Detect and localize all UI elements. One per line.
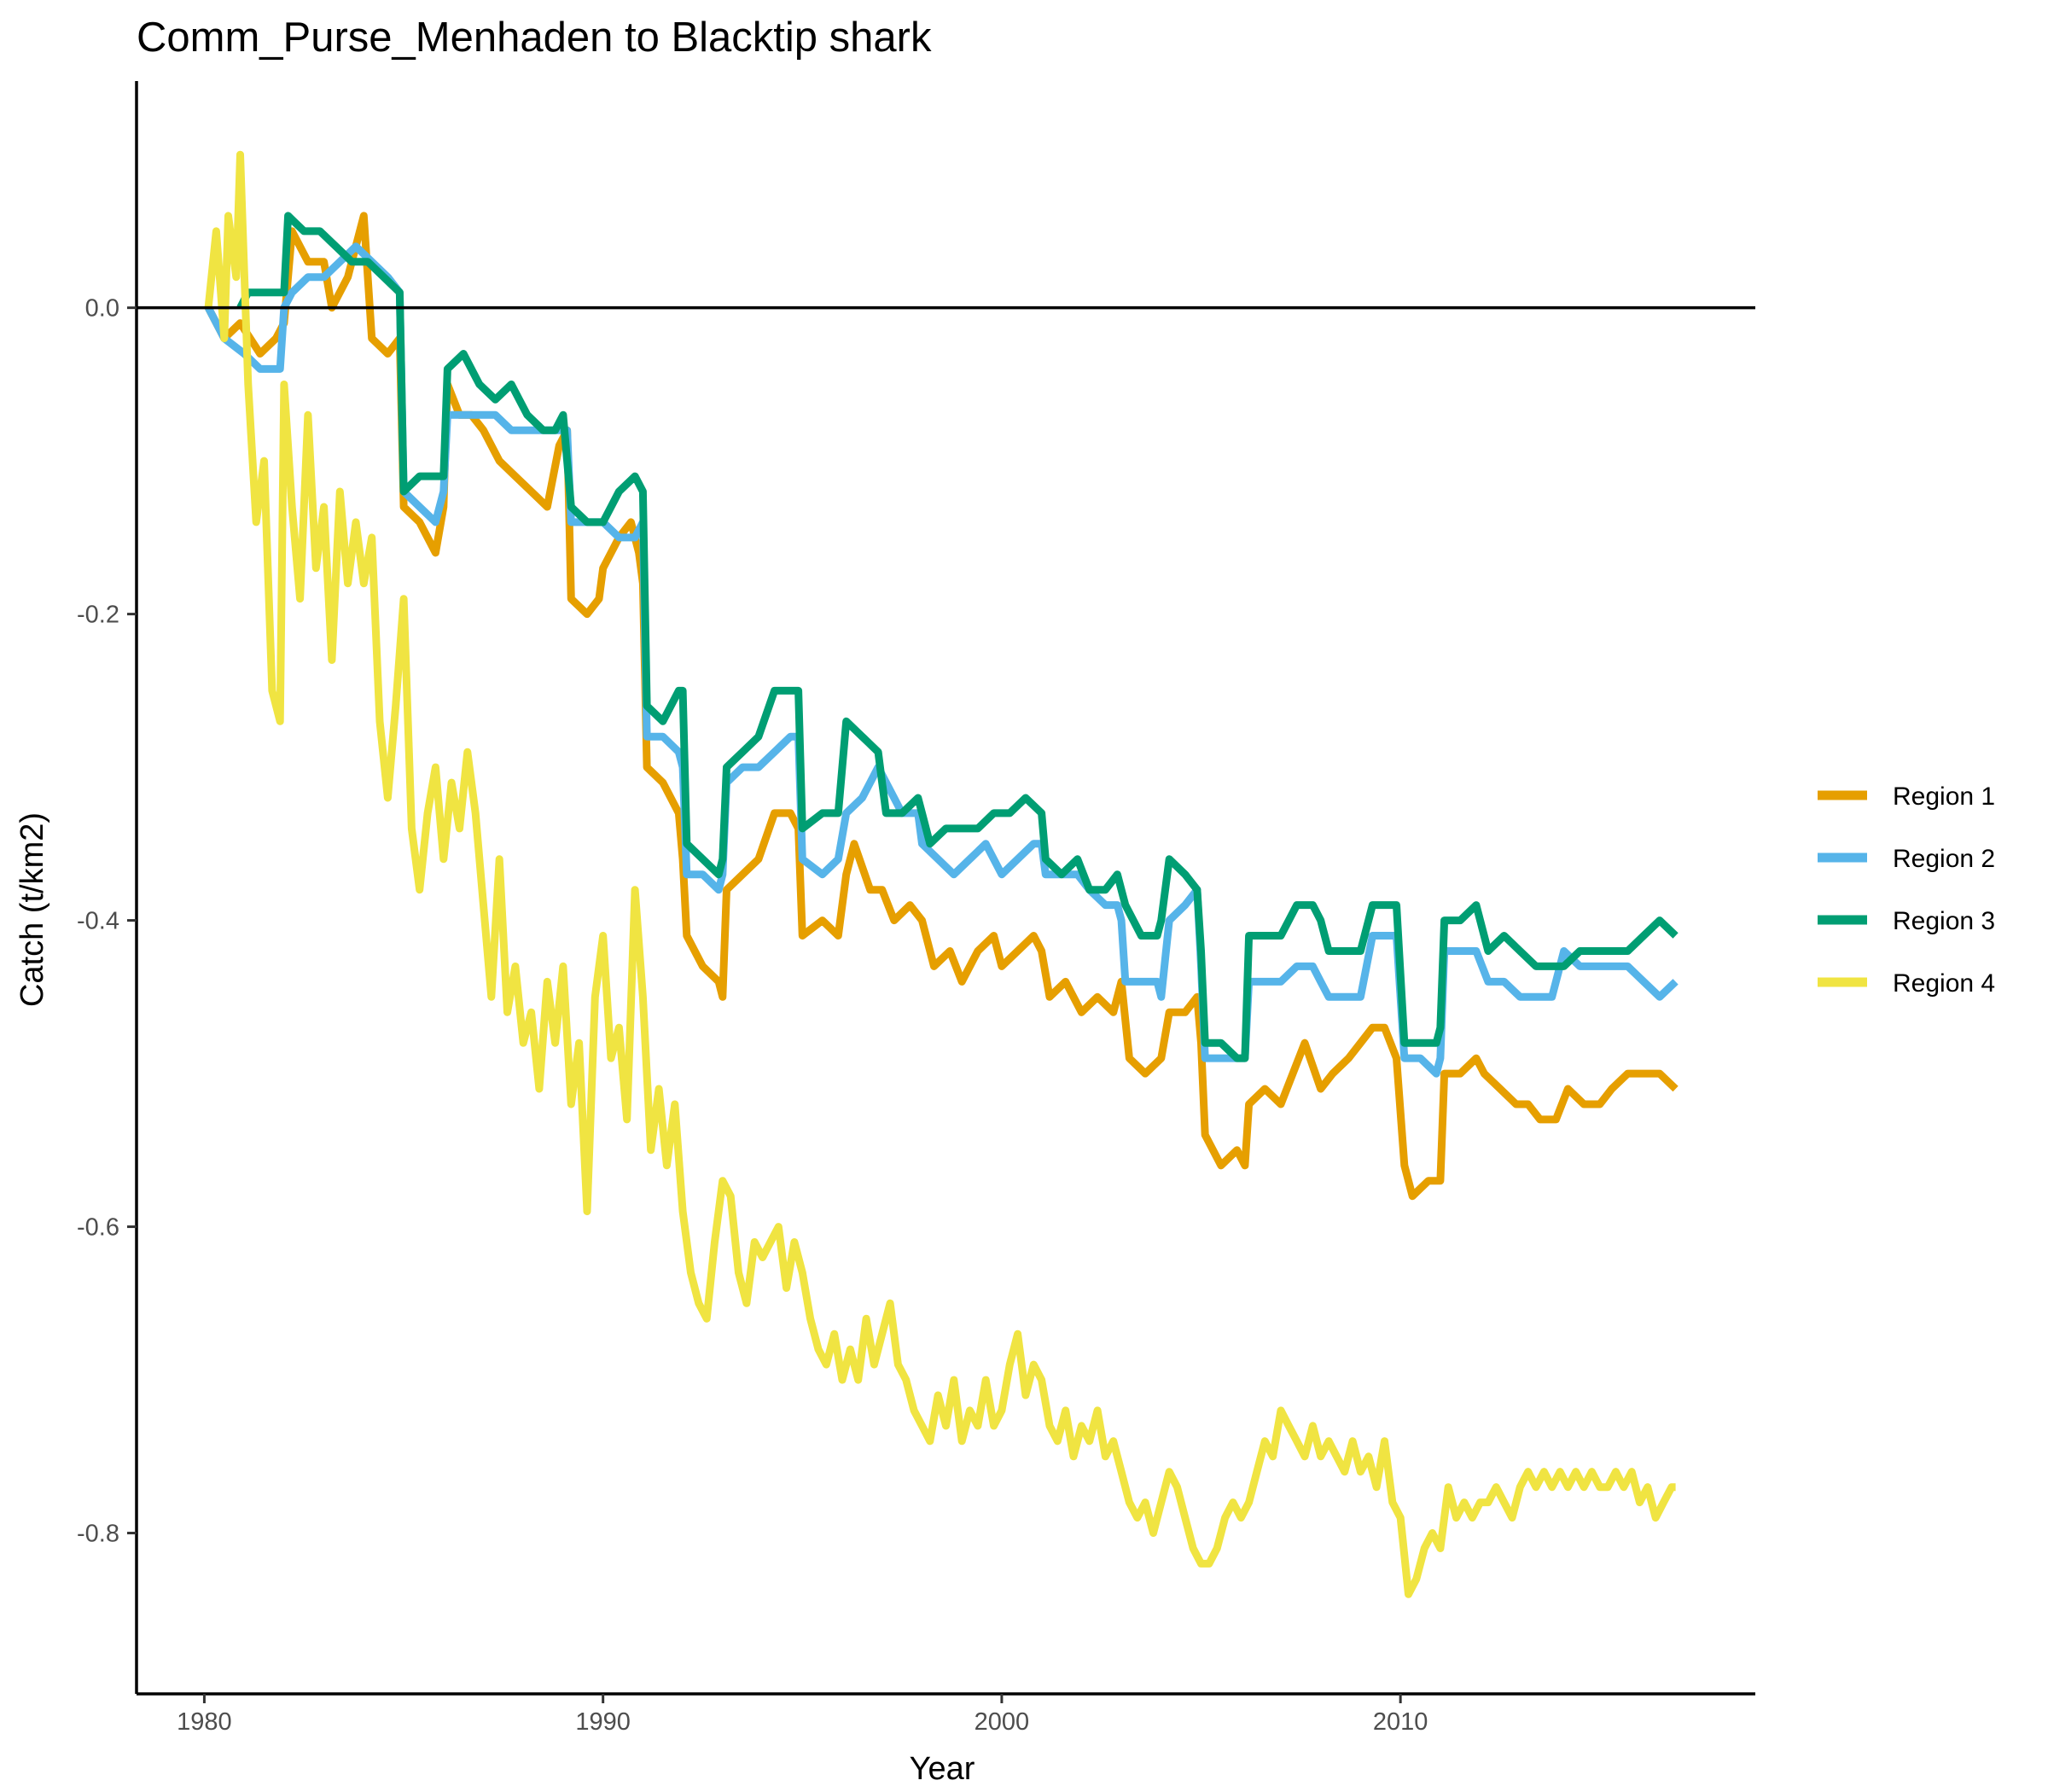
series-line-region-4 [204, 150, 1676, 1598]
legend-label-region-4: Region 4 [1893, 969, 1995, 998]
series-line-region-2 [205, 242, 1679, 1078]
series-layer [204, 150, 1679, 1598]
series-line-region-1 [205, 212, 1679, 1201]
axes-layer: 0.0 -0.2 -0.4 -0.6 -0.8 1980 1990 2000 2010 [77, 81, 1755, 1736]
y-tick-label: -0.2 [77, 602, 119, 629]
x-tick-label: 2000 [975, 1708, 1030, 1736]
y-tick-label: -0.4 [77, 908, 119, 935]
legend-label-region-3: Region 3 [1893, 907, 1995, 935]
y-axis-title: Catch (t/km2) [15, 812, 50, 1007]
y-tick-label: 0.0 [85, 295, 119, 323]
x-tick-label: 1980 [177, 1708, 232, 1736]
x-axis-title: Year [910, 1751, 975, 1787]
chart-title: Comm_Purse_Menhaden to Blacktip shark [137, 15, 932, 61]
legend-label-region-2: Region 2 [1893, 845, 1995, 873]
y-tick-label: -0.8 [77, 1521, 119, 1548]
x-tick-label: 2010 [1373, 1708, 1428, 1736]
legend-label-region-1: Region 1 [1893, 783, 1995, 811]
x-tick-label: 1990 [575, 1708, 631, 1736]
series-line-region-3 [236, 212, 1679, 1062]
y-tick-label: -0.6 [77, 1214, 119, 1242]
legend: Region 1 Region 2 Region 3 Region 4 [1818, 783, 1995, 998]
